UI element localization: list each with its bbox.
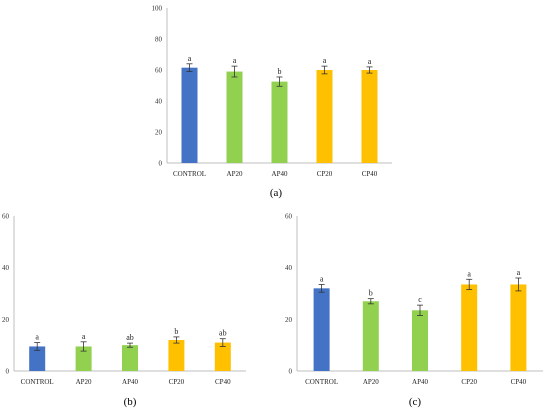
bar-cp20 [461, 284, 478, 371]
y-tick-label: 20 [2, 316, 10, 324]
bar-ap40 [122, 345, 138, 371]
significance-label: b [278, 67, 282, 76]
y-tick-label: 20 [285, 316, 293, 324]
y-tick-label: 40 [2, 264, 10, 272]
chart-panel-a: 0 20 40 60 80 100 a CONTROL a AP20 b AP40 a CP20 a CP40… [152, 5, 392, 199]
significance-label: a [323, 56, 327, 65]
category-label: CONTROL [173, 170, 206, 178]
significance-label: a [233, 56, 237, 65]
chart-panel-b: 0 20 40 60 a CONTROL a AP20 ab AP40 b CP20 ab CP40 (b) [2, 213, 246, 408]
category-label: CP40 [362, 170, 378, 178]
bar-control [181, 67, 198, 163]
bar-cp40 [510, 284, 527, 371]
panel-label: (a) [270, 187, 283, 199]
significance-label: b [174, 327, 178, 336]
significance-label: a [188, 54, 192, 63]
significance-label: a [35, 333, 39, 342]
category-label: CP20 [461, 378, 477, 386]
y-tick-label: 100 [152, 5, 163, 13]
y-tick-label: 60 [285, 213, 293, 221]
bar-control [313, 288, 330, 371]
y-tick-label: 40 [285, 264, 293, 272]
bar-ap20 [362, 301, 379, 371]
y-tick-label: 20 [155, 129, 163, 137]
category-label: CP40 [511, 378, 527, 386]
significance-label: ab [219, 329, 227, 338]
significance-label: a [320, 274, 324, 283]
category-label: CONTROL [21, 378, 54, 386]
category-label: AP20 [76, 378, 92, 386]
significance-label: c [418, 295, 422, 304]
category-label: AP40 [412, 378, 428, 386]
bar-ap20 [75, 346, 92, 371]
category-label: CP40 [215, 378, 231, 386]
bar-cp40 [361, 70, 378, 163]
category-label: AP40 [272, 170, 288, 178]
bar-cp20 [316, 70, 333, 163]
bar-ap40 [412, 310, 428, 371]
category-label: CONTROL [305, 378, 338, 386]
bar-control [29, 346, 46, 371]
y-tick-label: 60 [2, 213, 10, 221]
panel-label: (c) [409, 396, 422, 408]
category-label: AP20 [363, 378, 379, 386]
category-label: CP20 [169, 378, 185, 386]
significance-label: a [82, 332, 86, 341]
bar-cp20 [168, 340, 185, 371]
category-label: AP40 [122, 378, 138, 386]
y-tick-label: 60 [155, 67, 163, 75]
y-tick-label: 80 [155, 36, 163, 44]
significance-label: a [467, 269, 471, 278]
bar-ap40 [271, 81, 288, 163]
panel-label: (b) [124, 396, 137, 408]
significance-label: a [517, 268, 521, 277]
chart-panel-c: 0 20 40 60 a CONTROL b AP20 c AP40 a CP20 a CP40 (c) [285, 213, 543, 408]
y-tick-label: 0 [289, 368, 293, 376]
significance-label: b [369, 289, 373, 298]
y-tick-label: 40 [155, 98, 163, 106]
y-tick-label: 0 [159, 160, 163, 168]
bar-cp40 [214, 342, 231, 371]
significance-label: a [368, 57, 372, 66]
category-label: CP20 [317, 170, 333, 178]
significance-label: ab [126, 333, 134, 342]
category-label: AP20 [227, 170, 243, 178]
bar-ap20 [226, 71, 243, 163]
y-tick-label: 0 [6, 368, 10, 376]
